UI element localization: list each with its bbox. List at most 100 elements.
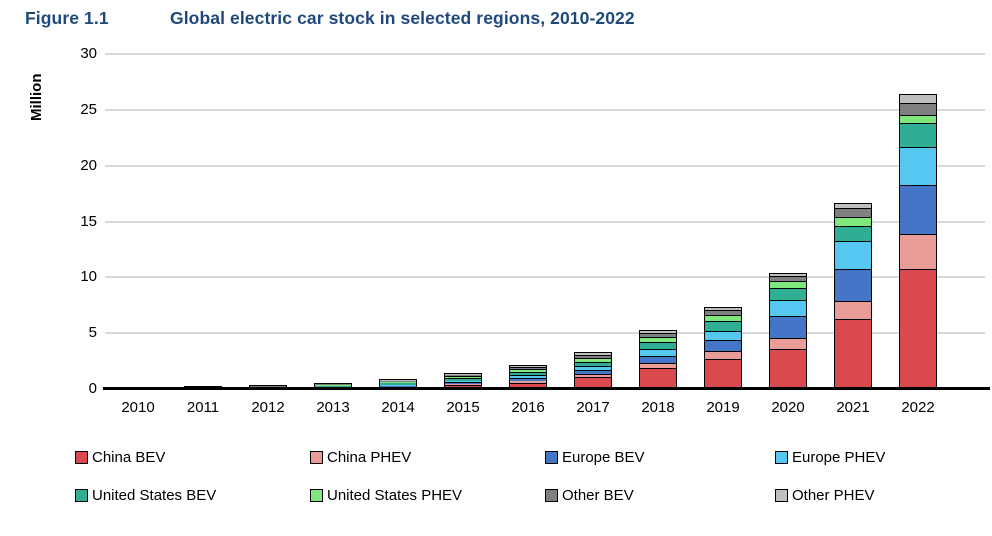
legend-item-united-states-bev: United States BEV — [75, 487, 216, 504]
bar-2021 — [833, 202, 872, 389]
bar-segment-china-phev — [704, 350, 741, 360]
legend-item-united-states-phev: United States PHEV — [310, 487, 462, 504]
x-tick-label-2022: 2022 — [901, 399, 935, 416]
bar-segment-other-bev — [314, 384, 351, 385]
bar-segment-other-bev — [509, 366, 546, 369]
legend-label-united-states-phev: United States PHEV — [327, 487, 463, 504]
gridline-5 — [105, 332, 985, 335]
bar-segment-united-states-bev — [379, 383, 416, 385]
bar-segment-united-states-bev — [899, 123, 936, 147]
bar-segment-united-states-bev — [509, 371, 546, 375]
legend-item-china-phev: China PHEV — [310, 449, 411, 466]
legend-label-europe-bev: Europe BEV — [562, 449, 645, 466]
y-tick-label-20: 20 — [80, 156, 97, 174]
x-tick-label-2016: 2016 — [511, 399, 545, 416]
bar-segment-united-states-phev — [509, 368, 546, 372]
legend-swatch-united-states-phev — [310, 489, 323, 502]
bar-segment-other-bev — [899, 102, 936, 116]
bar-segment-united-states-phev — [769, 280, 806, 288]
legend-label-china-bev: China BEV — [92, 449, 166, 466]
bar-segment-china-bev — [704, 359, 741, 388]
x-tick-label-2020: 2020 — [771, 399, 805, 416]
bar-segment-united-states-phev — [444, 376, 481, 379]
x-tick-label-2021: 2021 — [836, 399, 870, 416]
bar-segment-united-states-bev — [769, 287, 806, 301]
y-tick-label-30: 30 — [80, 45, 97, 62]
bar-segment-other-bev — [379, 380, 416, 382]
bar-segment-china-phev — [639, 362, 676, 369]
bar-segment-europe-phev — [379, 384, 416, 386]
bar-2018 — [638, 329, 677, 389]
bar-segment-united-states-bev — [834, 226, 871, 241]
bar-segment-china-bev — [444, 385, 481, 388]
bar-segment-other-bev — [704, 310, 741, 315]
legend-label-united-states-bev: United States BEV — [92, 487, 217, 504]
bar-segment-europe-bev — [509, 377, 546, 381]
bar-segment-other-phev — [444, 374, 481, 375]
bar-segment-united-states-bev — [314, 385, 351, 387]
x-axis-line — [103, 387, 990, 390]
bar-segment-other-phev — [639, 330, 676, 334]
bar-2016 — [508, 364, 547, 389]
bar-segment-europe-bev — [639, 355, 676, 363]
legend-item-europe-bev: Europe BEV — [545, 449, 645, 466]
bar-segment-other-phev — [899, 94, 936, 103]
x-tick-label-2015: 2015 — [446, 399, 480, 416]
bar-segment-europe-bev — [379, 385, 416, 387]
legend-swatch-europe-bev — [545, 451, 558, 464]
gridline-25 — [105, 108, 985, 111]
legend-label-other-bev: Other BEV — [562, 487, 634, 504]
bar-segment-europe-bev — [704, 339, 741, 351]
x-tick-label-2012: 2012 — [251, 399, 285, 416]
bar-segment-china-bev — [509, 382, 546, 388]
figure-header: Figure 1.1 Global electric car stock in … — [25, 8, 975, 29]
figure-title: Global electric car stock in selected re… — [170, 8, 635, 28]
bar-segment-europe-phev — [899, 146, 936, 186]
bar-segment-other-phev — [769, 273, 806, 277]
bar-segment-other-bev — [769, 276, 806, 281]
bar-segment-other-bev — [639, 333, 676, 337]
bar-segment-united-states-bev — [704, 321, 741, 332]
bar-segment-europe-bev — [834, 268, 871, 301]
bar-segment-united-states-bev — [444, 378, 481, 381]
x-tick-label-2019: 2019 — [706, 399, 740, 416]
legend-item-other-phev: Other PHEV — [775, 487, 875, 504]
x-tick-label-2017: 2017 — [576, 399, 610, 416]
bar-segment-united-states-phev — [639, 336, 676, 343]
bar-segment-china-phev — [574, 374, 611, 378]
gridline-30 — [105, 53, 985, 55]
legend-swatch-europe-phev — [775, 451, 788, 464]
bar-2022 — [898, 93, 937, 389]
bar-segment-china-phev — [899, 233, 936, 270]
y-tick-label-5: 5 — [88, 324, 97, 342]
bar-segment-other-bev — [574, 354, 611, 358]
bar-segment-china-phev — [769, 337, 806, 349]
legend-swatch-other-phev — [775, 489, 788, 502]
x-tick-label-2014: 2014 — [381, 399, 415, 416]
bar-segment-united-states-phev — [899, 115, 936, 124]
legend-item-other-bev: Other BEV — [545, 487, 634, 504]
legend-swatch-other-bev — [545, 489, 558, 502]
bar-segment-other-phev — [704, 307, 741, 311]
y-tick-label-0: 0 — [88, 380, 97, 397]
x-tick-label-2018: 2018 — [641, 399, 675, 416]
figure-number: Figure 1.1 — [25, 8, 109, 28]
bar-segment-europe-bev — [574, 370, 611, 375]
bar-segment-other-bev — [444, 374, 481, 377]
bar-segment-other-phev — [834, 203, 871, 209]
bar-2015 — [443, 373, 482, 389]
x-tick-label-2010: 2010 — [121, 399, 155, 416]
bar-segment-europe-phev — [509, 374, 546, 378]
legend-label-china-phev: China PHEV — [327, 449, 412, 466]
x-tick-label-2013: 2013 — [316, 399, 350, 416]
bar-segment-europe-bev — [899, 185, 936, 234]
bar-segment-china-phev — [834, 300, 871, 319]
bar-segment-other-phev — [509, 365, 546, 367]
bar-segment-united-states-phev — [574, 357, 611, 362]
gridline-15 — [105, 220, 985, 223]
bar-segment-europe-phev — [769, 300, 806, 317]
bar-segment-united-states-phev — [314, 384, 351, 386]
bar-segment-china-phev — [509, 380, 546, 383]
bar-segment-china-phev — [444, 384, 481, 386]
legend-swatch-china-bev — [75, 451, 88, 464]
